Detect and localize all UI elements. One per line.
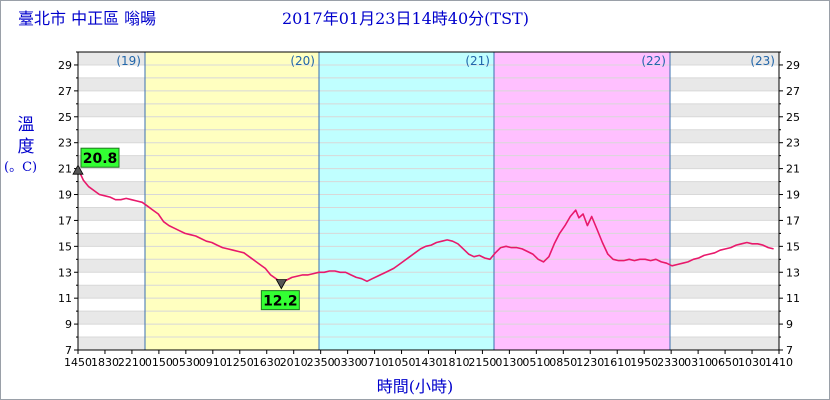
x-tick-label: 1410	[765, 356, 793, 369]
x-tick-label: 1050	[388, 356, 416, 369]
grid-band	[670, 77, 779, 91]
grid-band	[670, 129, 779, 143]
grid-band	[670, 311, 779, 325]
x-tick-label: 1430	[415, 356, 443, 369]
y-tick-label: 19	[58, 189, 72, 202]
day-label: (19)	[116, 54, 141, 68]
x-tick-label: 1450	[64, 356, 92, 369]
grid-band	[78, 311, 145, 325]
x-tick-label: 2210	[118, 356, 146, 369]
y-tick-label-right: 7	[786, 344, 793, 357]
y-tick-label: 13	[58, 266, 72, 279]
y-axis-unit: (。C)	[4, 160, 38, 175]
grid-band	[78, 129, 145, 143]
x-tick-label: 0510	[522, 356, 550, 369]
y-tick-label-right: 17	[786, 214, 800, 227]
x-tick-label: 2150	[468, 356, 496, 369]
y-tick-label-right: 15	[786, 240, 800, 253]
x-tick-label: 1230	[576, 356, 604, 369]
grid-band	[670, 155, 779, 169]
grid-band	[670, 285, 779, 299]
x-tick-label: 1250	[226, 356, 254, 369]
y-tick-label-right: 19	[786, 189, 800, 202]
grid-band	[78, 259, 145, 273]
max-marker	[72, 164, 84, 175]
day-label: (23)	[750, 54, 775, 68]
chart-timestamp: 2017年01月23日14時40分(TST)	[282, 9, 529, 28]
temperature-line	[77, 168, 774, 284]
y-tick-label-right: 9	[786, 318, 793, 331]
y-tick-label: 9	[65, 318, 72, 331]
day-region	[494, 52, 670, 350]
x-tick-label: 0130	[495, 356, 523, 369]
x-tick-label: 0650	[711, 356, 739, 369]
y-tick-label: 29	[58, 59, 72, 72]
x-tick-label: 0710	[361, 356, 389, 369]
y-tick-label-right: 13	[786, 266, 800, 279]
x-tick-label: 0910	[199, 356, 227, 369]
y-tick-label-right: 23	[786, 137, 800, 150]
min-label-box	[260, 290, 300, 311]
y-tick-label-right: 11	[786, 292, 800, 305]
y-tick-label: 21	[58, 163, 72, 176]
x-tick-label: 2010	[280, 356, 308, 369]
grid-band	[78, 285, 145, 299]
min-marker	[275, 279, 288, 290]
x-tick-label: 1610	[603, 356, 631, 369]
grid-band	[78, 103, 145, 117]
y-tick-label: 17	[58, 214, 72, 227]
x-tick-label: 0310	[684, 356, 712, 369]
day-label: (22)	[641, 54, 666, 68]
x-tick-label: 0150	[145, 356, 173, 369]
y-tick-label: 11	[58, 292, 72, 305]
day-region	[670, 52, 779, 350]
max-label-box	[80, 147, 120, 168]
y-axis-label-char-2: 度	[17, 137, 35, 157]
y-tick-label: 15	[58, 240, 72, 253]
y-tick-label-right: 27	[786, 85, 800, 98]
y-tick-label: 7	[65, 344, 72, 357]
grid-band	[670, 181, 779, 195]
grid-band	[670, 207, 779, 221]
grid-band	[670, 52, 779, 65]
station-title: 臺北市 中正區 嗡暘	[18, 9, 157, 28]
x-tick-label: 0530	[172, 356, 200, 369]
grid-band	[670, 337, 779, 350]
y-tick-label: 27	[58, 85, 72, 98]
y-tick-label-right: 25	[786, 111, 800, 124]
x-tick-label: 1830	[91, 356, 119, 369]
y-tick-label-right: 29	[786, 59, 800, 72]
x-tick-label: 1630	[253, 356, 281, 369]
day-label: (21)	[465, 54, 490, 68]
x-axis-label: 時間(小時)	[376, 377, 454, 396]
y-tick-label: 25	[58, 111, 72, 124]
y-axis-label-char-1: 溫	[17, 115, 35, 135]
grid-band	[670, 259, 779, 273]
grid-band	[78, 207, 145, 221]
min-label: 12.2	[263, 294, 298, 310]
x-tick-label: 1030	[738, 356, 766, 369]
x-tick-label: 1950	[630, 356, 658, 369]
grid-band	[78, 77, 145, 91]
x-tick-label: 0850	[549, 356, 577, 369]
day-label: (20)	[290, 54, 315, 68]
x-tick-label: 0330	[334, 356, 362, 369]
x-tick-label: 2350	[307, 356, 335, 369]
x-tick-label: 1810	[441, 356, 469, 369]
max-label: 20.8	[83, 151, 118, 167]
y-tick-label: 23	[58, 137, 72, 150]
grid-band	[670, 103, 779, 117]
grid-band	[78, 181, 145, 195]
grid-band	[78, 337, 145, 350]
y-tick-label-right: 21	[786, 163, 800, 176]
x-tick-label: 2330	[657, 356, 685, 369]
grid-band	[78, 233, 145, 247]
day-region	[319, 52, 494, 350]
grid-band	[78, 52, 145, 65]
